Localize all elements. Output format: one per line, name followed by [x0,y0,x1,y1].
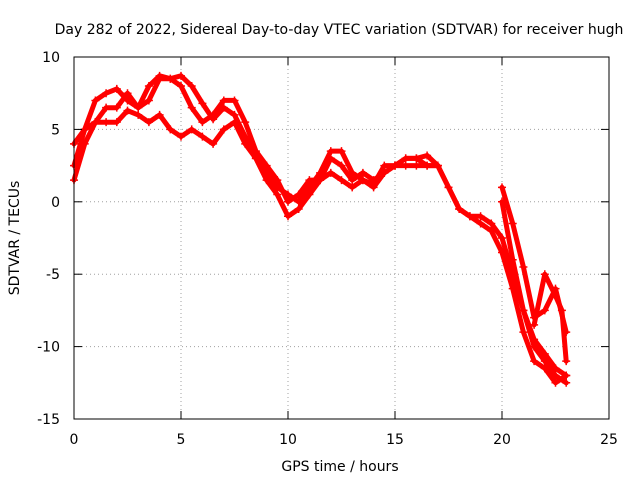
y-tick-label: 0 [51,195,60,211]
grid-lines [74,57,609,419]
x-axis-label: GPS time / hours [281,459,398,475]
y-tick-label: 5 [51,122,60,138]
y-tick-label: -15 [37,412,60,428]
sdtvar-chart: 0 5 10 15 20 25 -15 -10 -5 0 5 10 Day 282 of 2022, … [0,0,640,480]
data-series [70,72,570,387]
chart-title: Day 282 of 2022, Sidereal Day-to-day VTE… [55,22,624,38]
plot-frame [74,57,609,419]
data-point-marker [562,357,570,365]
x-tick-label: 25 [600,432,618,448]
x-tick-label: 5 [177,432,186,448]
y-tick-label: 10 [42,50,60,66]
x-tick-label: 0 [70,432,79,448]
x-tick-label: 20 [493,432,511,448]
axis-ticks: 0 5 10 15 20 25 -15 -10 -5 0 5 10 [37,50,618,448]
y-tick-label: -10 [37,340,60,356]
data-point-marker [102,118,110,126]
series-trace [74,111,566,383]
x-tick-label: 10 [279,432,297,448]
series-track-3 [70,107,570,387]
series-markers [70,107,570,387]
y-axis-label: SDTVAR / TECUs [7,181,23,296]
y-tick-label: -5 [46,267,60,283]
x-tick-label: 15 [386,432,404,448]
